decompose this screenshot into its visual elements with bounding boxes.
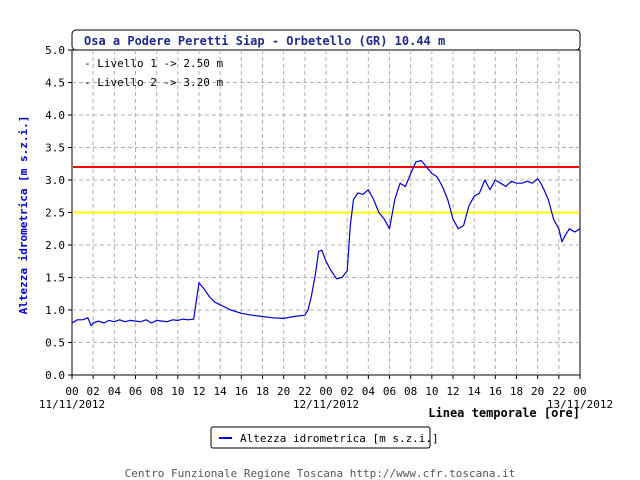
x-tick-label: 04	[362, 385, 376, 398]
x-tick-label: 08	[150, 385, 163, 398]
x-tick-label: 06	[383, 385, 396, 398]
y-tick-label: 3.5	[45, 142, 65, 155]
x-tick-label: 08	[404, 385, 417, 398]
x-tick-label: 12	[446, 385, 459, 398]
x-tick-label: 10	[171, 385, 184, 398]
x-tick-label: 20	[531, 385, 544, 398]
x-tick-label: 10	[425, 385, 438, 398]
x-tick-label: 18	[510, 385, 523, 398]
y-tick-label: 2.5	[45, 207, 65, 220]
x-tick-labels: 00 02 04 06 08 10 12 14 16 18 20 22 00 02 04 06 08 10 12 14…	[65, 385, 586, 398]
y-axis-label: Altezza idrometrica [m s.z.i.]	[17, 116, 30, 315]
x-tick-label: 00	[65, 385, 78, 398]
x-tick-label: 04	[108, 385, 122, 398]
x-tick-label: 00	[573, 385, 586, 398]
series-line-0	[71, 159, 581, 327]
x-tick-label: 02	[87, 385, 100, 398]
x-tick-label: 14	[468, 385, 482, 398]
date-label-end: 13/11/2012	[547, 398, 613, 411]
x-tick-label: 12	[192, 385, 205, 398]
x-tick-label: 00	[319, 385, 332, 398]
x-tick-label: 14	[214, 385, 228, 398]
y-tick-label: 0.5	[45, 337, 65, 350]
x-tick-label: 18	[256, 385, 269, 398]
threshold-label-1: - Livello 1 -> 2.50 m	[84, 57, 223, 70]
x-tick-label: 06	[129, 385, 142, 398]
legend-box	[210, 426, 431, 449]
y-tick-label: 2.0	[45, 239, 65, 252]
y-tick-label: 5.0	[45, 44, 65, 57]
y-tick-label: 1.0	[45, 304, 65, 317]
y-tick-label: 0.0	[45, 369, 65, 382]
date-label-middle: 12/11/2012	[293, 398, 359, 411]
x-tick-label: 22	[298, 385, 311, 398]
x-tick-label: 20	[277, 385, 290, 398]
chart-title: Osa a Podere Peretti Siap - Orbetello (G…	[84, 34, 445, 48]
x-tick-label: 02	[341, 385, 354, 398]
y-tick-label: 3.0	[45, 174, 65, 187]
footer-credit: Centro Funzionale Regione Toscana http:/…	[125, 467, 516, 480]
y-tick-label: 1.5	[45, 272, 65, 285]
x-tick-label: 16	[235, 385, 248, 398]
x-axis-label: Linea temporale [ore]	[428, 406, 580, 420]
x-tick-label: 16	[489, 385, 502, 398]
x-tick-label: 22	[552, 385, 565, 398]
threshold-lines	[73, 166, 579, 214]
series-layer	[71, 159, 581, 327]
y-tick-labels: 0.0 0.5 1.0 1.5 2.0 2.5 3.0 3.5 4.0 4.5 5.0	[45, 44, 65, 382]
y-tick-label: 4.5	[45, 77, 65, 90]
date-label-start: 11/11/2012	[39, 398, 105, 411]
legend-entry: Altezza idrometrica [m s.z.i.]	[240, 432, 439, 445]
y-tick-label: 4.0	[45, 109, 65, 122]
threshold-label-2: - Livello 2 -> 3.20 m	[84, 76, 223, 89]
